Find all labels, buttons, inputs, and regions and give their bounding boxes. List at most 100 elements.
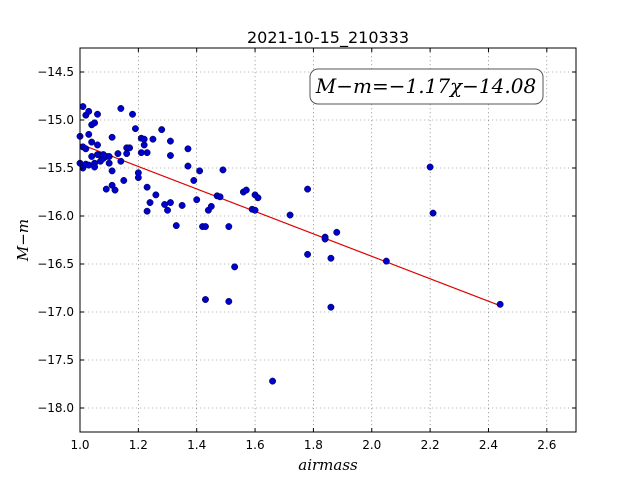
data-point [123,150,131,158]
annotation-text: M−m=−1.17χ−14.08 [315,74,536,98]
data-point [327,254,335,262]
data-point [196,167,204,175]
y-axis-label: M−m [14,219,32,262]
data-point [251,206,259,214]
data-point [129,110,136,118]
data-point [149,135,157,143]
data-point [88,153,96,160]
data-point [94,141,101,149]
data-points [76,103,504,385]
data-point [79,103,87,111]
x-tick-label: 1.4 [187,438,206,452]
y-tick-label: −17.0 [37,305,74,319]
data-point [117,105,125,112]
data-point [286,211,294,219]
axis-ticks [79,48,576,432]
x-tick-label: 1.8 [304,438,323,452]
data-point [166,137,174,145]
data-point [120,177,128,184]
data-point [108,167,116,175]
data-point [225,297,233,305]
data-point [152,191,160,199]
fit-line [79,143,501,307]
data-point [202,223,209,231]
y-tick-label: −17.5 [37,353,74,367]
x-tick-label: 2.4 [479,438,498,452]
data-point [333,228,341,236]
grid [79,48,576,432]
data-point [184,145,192,153]
data-point [131,125,139,133]
data-point [382,257,390,265]
data-point [114,150,122,158]
data-point [166,152,174,159]
data-point [216,193,224,201]
x-tick-label: 1.6 [246,438,265,452]
data-point [140,135,148,143]
y-tick-label: −15.5 [37,161,74,175]
y-tick-label: −18.0 [37,401,74,415]
data-point [304,185,312,193]
data-point [117,157,125,165]
x-tick-label: 2.6 [537,438,556,452]
data-point [426,163,434,171]
data-point [219,166,227,174]
data-point [146,199,154,207]
data-point [85,161,93,169]
data-point [166,199,174,207]
x-tick-labels: 1.0 1.2 1.4 1.6 1.8 2.0 2.2 2.4 2.6 [70,438,556,452]
x-axis-label: airmass [298,456,358,474]
y-tick-labels: −14.5 −15.0 −15.5 −16.0 −16.5 −17.0 −17.5 −18.0 [37,65,74,415]
data-point [85,107,93,115]
data-point [82,145,90,153]
data-point [161,201,169,208]
data-point [88,138,96,146]
data-point [184,162,192,170]
y-tick-label: −15.0 [37,113,74,127]
data-point [105,153,113,160]
data-point [91,163,99,171]
data-point [105,159,113,167]
data-point [172,222,180,230]
data-point [94,110,101,118]
data-point [225,223,233,231]
x-tick-label: 1.0 [70,438,89,452]
chart-title: 2021-10-15_210333 [247,28,409,48]
data-point [143,183,151,191]
y-tick-label: −16.5 [37,257,74,271]
data-point [111,186,119,194]
y-tick-label: −14.5 [37,65,74,79]
data-point [137,149,145,157]
data-point [254,194,262,202]
data-point [140,141,148,149]
data-point [158,126,166,134]
fit-annotation: M−m=−1.17χ−14.08 [309,68,544,105]
data-point [321,235,329,243]
data-point [429,209,437,217]
x-tick-label: 1.2 [129,438,148,452]
data-point [164,206,171,214]
data-point [231,263,239,271]
x-tick-label: 2.2 [421,438,440,452]
data-point [269,377,277,385]
y-tick-label: −16.0 [37,209,74,223]
data-point [143,207,151,215]
data-point [242,186,250,194]
data-point [143,149,151,157]
data-point [190,177,198,184]
data-point [178,201,186,209]
data-point [102,185,110,193]
data-point [327,303,335,311]
plot-frame [79,47,577,433]
data-point [85,130,93,138]
data-point [134,169,142,177]
data-point [496,300,504,308]
data-point [193,196,201,204]
x-tick-label: 2.0 [362,438,381,452]
data-point [304,250,312,258]
data-point [108,133,116,141]
data-point [126,144,134,152]
annotation-box [309,68,544,105]
data-point [207,202,215,210]
